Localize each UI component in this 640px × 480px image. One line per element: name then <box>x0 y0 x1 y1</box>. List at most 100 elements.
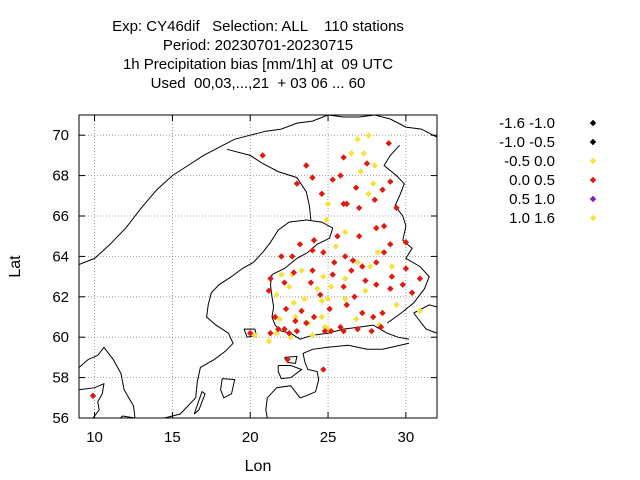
station-point <box>285 283 293 290</box>
station-point <box>354 259 361 266</box>
station-point <box>318 313 326 321</box>
station-point <box>366 263 374 270</box>
coastline-segment <box>226 148 312 221</box>
station-point <box>307 279 315 286</box>
coastline-segment <box>277 365 303 380</box>
station-point <box>349 257 357 264</box>
station-point <box>282 305 290 313</box>
station-point <box>310 313 318 321</box>
station-point <box>301 295 308 303</box>
legend-marker <box>589 176 597 184</box>
y-tick-label: 62 <box>52 289 69 306</box>
station-point <box>348 267 355 274</box>
station-point <box>320 366 327 373</box>
title-line-1: Exp: CY46dif Selection: ALL 110 stations <box>112 18 404 35</box>
station-point <box>371 162 378 169</box>
x-tick-label: 30 <box>398 429 415 446</box>
y-axis-label: Lat <box>7 255 24 278</box>
station-point <box>313 285 321 292</box>
station-point <box>337 323 344 331</box>
station-point <box>318 190 326 197</box>
station-point <box>362 287 369 294</box>
station-point <box>318 297 326 305</box>
station-point <box>379 186 386 193</box>
station-point <box>309 331 316 339</box>
station-point <box>399 281 406 288</box>
station-point <box>416 307 424 315</box>
station-point <box>355 204 363 212</box>
station-point <box>321 323 329 331</box>
y-tick-label: 56 <box>52 410 69 427</box>
station-point <box>89 392 97 399</box>
station-point <box>329 176 336 183</box>
station-point <box>329 271 336 278</box>
legend-label: 0.0 0.5 <box>509 172 555 189</box>
station-point <box>321 327 329 335</box>
station-point <box>348 150 355 157</box>
station-point <box>388 273 396 280</box>
station-point <box>251 331 259 339</box>
station-point <box>402 239 410 246</box>
station-point <box>379 309 386 317</box>
station-point <box>352 184 360 191</box>
station-point <box>337 172 344 179</box>
station-point <box>310 237 318 244</box>
station-point <box>265 287 273 294</box>
station-point <box>354 136 361 143</box>
coastline-map <box>79 115 437 418</box>
station-point <box>293 180 301 187</box>
station-point <box>387 285 394 292</box>
station-point <box>267 329 274 337</box>
plot-frame <box>78 114 438 419</box>
coastline-segment <box>269 219 410 340</box>
axis-ticks: 10 15 20 25 30 56 58 60 62 64 66 68 70 <box>52 115 437 446</box>
title-line-2: Period: 20230701-20230715 <box>162 37 354 54</box>
station-markers <box>89 132 424 399</box>
station-point <box>387 178 394 185</box>
station-point <box>368 327 375 335</box>
station-point <box>380 249 388 256</box>
station-point <box>247 329 254 337</box>
station-point <box>352 315 360 323</box>
station-point <box>354 325 361 333</box>
coastline-segment <box>383 144 430 324</box>
station-point <box>388 263 396 270</box>
station-point <box>369 313 377 321</box>
station-point <box>360 150 368 157</box>
station-point <box>259 152 266 159</box>
legend-label: -1.0 -0.5 <box>499 134 555 151</box>
legend-marker <box>589 214 597 222</box>
station-point <box>387 241 394 248</box>
y-tick-label: 68 <box>52 168 69 185</box>
station-point <box>293 327 301 335</box>
legend-marker <box>589 138 597 146</box>
station-point <box>303 319 310 327</box>
title-line-3: 1h Precipitation bias [mm/1h] at 09 UTC <box>122 56 394 73</box>
station-point <box>365 190 372 197</box>
y-tick-label: 60 <box>52 329 69 346</box>
station-point <box>323 216 330 224</box>
station-point <box>341 295 349 303</box>
station-point <box>340 154 347 161</box>
legend-marker <box>589 119 597 127</box>
station-point <box>289 253 296 260</box>
station-point <box>371 196 378 204</box>
station-point <box>278 253 285 260</box>
station-point <box>265 338 273 345</box>
station-point <box>380 222 388 230</box>
station-point <box>292 317 299 325</box>
legend-label: 1.0 1.6 <box>509 210 555 227</box>
station-point <box>340 283 347 290</box>
coastline-segment <box>79 219 307 418</box>
y-tick-label: 64 <box>52 248 69 265</box>
station-point <box>377 323 385 331</box>
legend-label: 0.5 1.0 <box>509 191 555 208</box>
legend-label: -0.5 0.0 <box>504 153 555 170</box>
station-point <box>271 313 279 321</box>
station-point <box>374 249 382 256</box>
x-axis-label: Lon <box>245 458 272 475</box>
station-point <box>273 291 280 298</box>
title-line-4: Used 00,03,...,21 + 03 06 ... 60 <box>150 75 366 92</box>
station-point <box>296 241 304 248</box>
